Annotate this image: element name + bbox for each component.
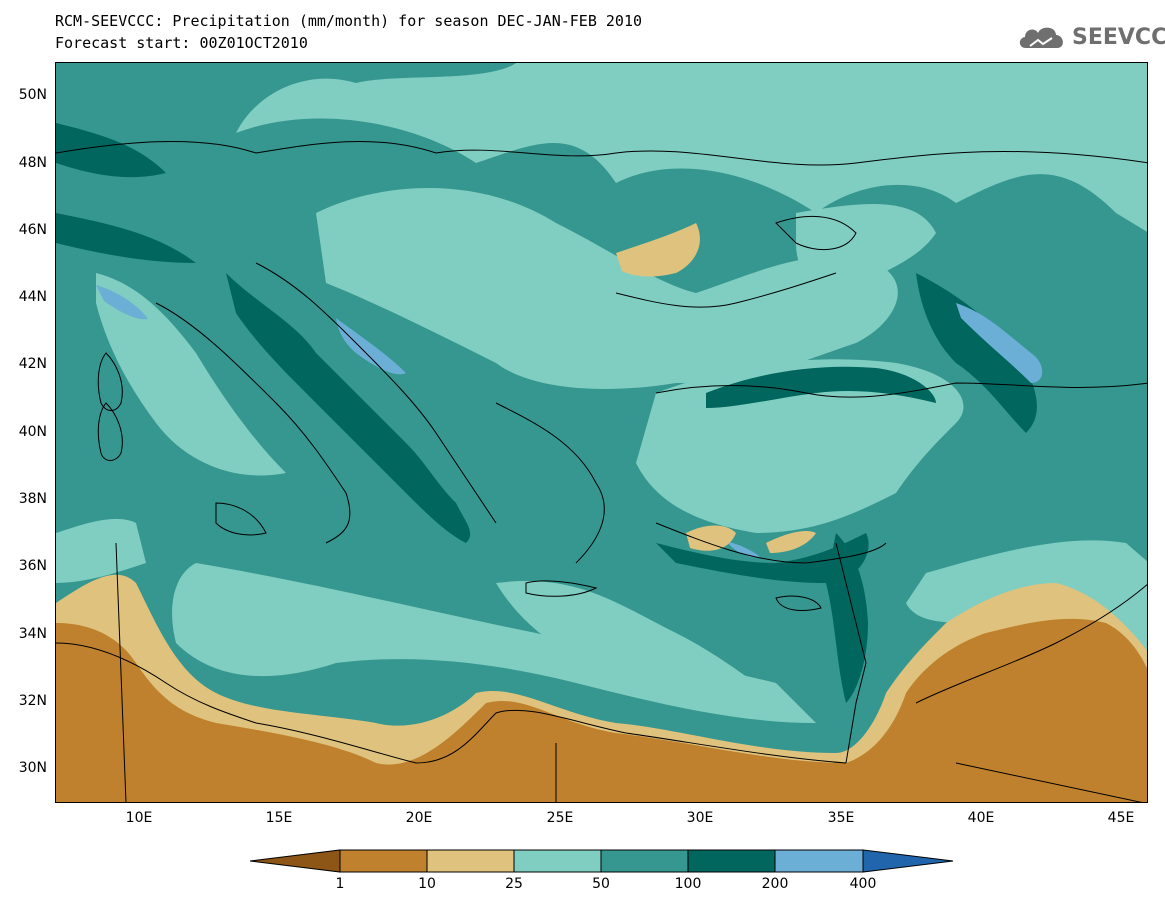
lon-tick-label: 45E bbox=[1107, 810, 1135, 826]
colorbar-segment-above-400 bbox=[862, 849, 954, 873]
lat-tick-label: 50N bbox=[18, 87, 47, 103]
lat-tick-label: 32N bbox=[18, 693, 47, 709]
seevccc-logo: SEEVCCC bbox=[1016, 22, 1165, 52]
lat-tick-label: 42N bbox=[18, 356, 47, 372]
lon-tick-label: 35E bbox=[827, 810, 855, 826]
lon-tick-label: 10E bbox=[125, 810, 153, 826]
colorbar-segment-50-100 bbox=[600, 849, 689, 873]
lon-tick-label: 15E bbox=[265, 810, 293, 826]
coastlines-and-borders bbox=[56, 140, 1147, 802]
lat-tick-label: 38N bbox=[18, 491, 47, 507]
cloud-icon bbox=[1019, 27, 1063, 48]
lat-tick-label: 30N bbox=[18, 760, 47, 776]
precipitation-map bbox=[55, 62, 1148, 803]
lat-tick-label: 40N bbox=[18, 424, 47, 440]
lat-tick-label: 36N bbox=[18, 558, 47, 574]
colorbar-label: 10 bbox=[418, 876, 436, 892]
map-canvas bbox=[56, 63, 1147, 802]
colorbar-label: 100 bbox=[674, 876, 702, 892]
colorbar bbox=[250, 849, 954, 873]
lat-tick-label: 48N bbox=[18, 155, 47, 171]
precip-10-25-layer bbox=[56, 223, 1147, 802]
lon-tick-label: 30E bbox=[686, 810, 714, 826]
colorbar-segment-1-10 bbox=[339, 849, 428, 873]
precip-1-10-layer bbox=[56, 618, 1147, 802]
precip-100-200-layer bbox=[56, 123, 1037, 703]
colorbar-label: 25 bbox=[505, 876, 523, 892]
colorbar-segment-10-25 bbox=[426, 849, 515, 873]
colorbar-segment-100-200 bbox=[687, 849, 776, 873]
colorbar-label: 50 bbox=[592, 876, 610, 892]
precip-200-400-layer bbox=[96, 285, 1043, 558]
colorbar-label: 400 bbox=[849, 876, 877, 892]
chart-title: RCM-SEEVCCC: Precipitation (mm/month) fo… bbox=[55, 12, 642, 30]
colorbar-segment-200-400 bbox=[774, 849, 864, 873]
lon-tick-label: 40E bbox=[967, 810, 995, 826]
lat-tick-label: 34N bbox=[18, 626, 47, 642]
forecast-start-subtitle: Forecast start: 00Z01OCT2010 bbox=[55, 34, 308, 52]
lon-tick-label: 25E bbox=[546, 810, 574, 826]
lat-tick-label: 46N bbox=[18, 222, 47, 238]
colorbar-label: 1 bbox=[335, 876, 345, 892]
colorbar-segment-25-50 bbox=[513, 849, 602, 873]
logo-text: SEEVCCC bbox=[1072, 24, 1165, 50]
lat-tick-label: 44N bbox=[18, 289, 47, 305]
colorbar-segment-below-1 bbox=[250, 849, 341, 873]
colorbar-label: 200 bbox=[761, 876, 789, 892]
lon-tick-label: 20E bbox=[405, 810, 433, 826]
